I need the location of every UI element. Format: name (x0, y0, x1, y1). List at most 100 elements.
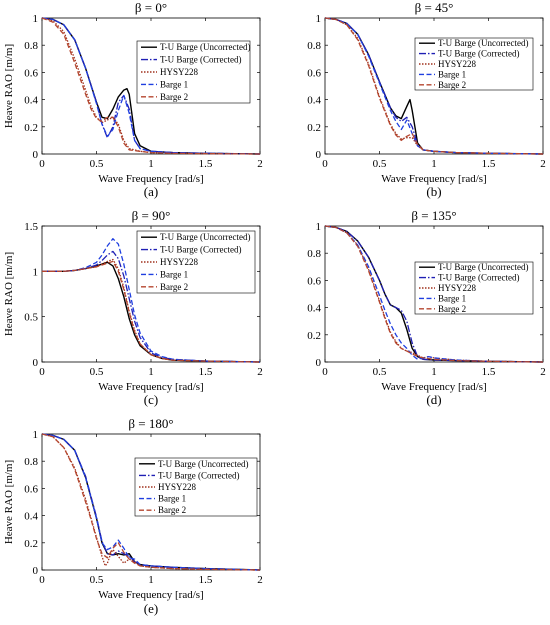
y-tick-label: 0.8 (24, 40, 38, 52)
legend-box (136, 40, 251, 104)
x-axis-label: Wave Frequency [rad/s] (381, 381, 486, 393)
panel-5: β = 180° 0 0.5 1 1.5 2 0 0.2 0.4 0.6 0.8 1 Wave Freq… (3, 416, 263, 616)
y-tick-label: 1 (33, 13, 39, 25)
panel-title: β = 180° (128, 416, 173, 431)
y-tick-label: 0.2 (24, 122, 38, 134)
series-group (324, 17, 544, 155)
panel-letter: (c) (144, 392, 158, 407)
y-axis-label: Heave RAO [m/m] (3, 252, 15, 336)
y-tick-label: 0.4 (307, 95, 321, 107)
series-group (41, 433, 261, 571)
panel-title: β = 90° (132, 208, 171, 223)
x-tick-label: 1.5 (199, 158, 213, 170)
legend: T-U Barge (Uncorrected)T-U Barge (Correc… (414, 261, 534, 315)
legend-label: HYSY228 (438, 59, 477, 69)
panel-title: β = 0° (135, 0, 167, 15)
series-line-5 (42, 260, 261, 363)
legend-label: T-U Barge (Uncorrected) (160, 42, 250, 52)
y-tick-label: 0 (316, 149, 322, 161)
x-axis-label: Wave Frequency [rad/s] (98, 589, 203, 601)
y-tick-label: 0.4 (24, 511, 38, 523)
y-tick-label: 0.5 (24, 312, 38, 324)
series-line-5 (324, 17, 544, 155)
y-tick-label: 1 (33, 266, 39, 278)
legend-label: Barge 2 (438, 304, 466, 314)
legend-label: T-U Barge (Corrected) (160, 245, 241, 255)
x-tick-label: 0 (322, 366, 328, 378)
panel-letter: (b) (426, 184, 441, 199)
y-tick-label: 0.2 (307, 122, 321, 134)
y-axis-label: Heave RAO [m/m] (3, 44, 15, 128)
x-tick-label: 1 (148, 574, 154, 586)
series-line-4 (41, 17, 261, 155)
legend-label: Barge 1 (160, 269, 188, 279)
legend-label: T-U Barge (Corrected) (160, 55, 241, 65)
legend-label: T-U Barge (Corrected) (438, 49, 519, 59)
y-tick-label: 1 (316, 13, 322, 25)
legend-label: T-U Barge (Corrected) (438, 273, 519, 283)
legend-label: Barge 1 (438, 293, 466, 303)
x-tick-label: 1 (431, 366, 437, 378)
series-line-4 (324, 225, 544, 363)
y-tick-label: 0 (33, 565, 39, 577)
series-group (42, 238, 261, 363)
y-tick-label: 0.6 (307, 67, 321, 79)
x-tick-label: 2 (257, 366, 263, 378)
y-tick-label: 0.8 (307, 40, 321, 52)
x-tick-label: 1 (148, 158, 154, 170)
legend-box (134, 457, 258, 517)
legend-label: HYSY228 (160, 67, 199, 77)
x-tick-label: 0.5 (373, 366, 387, 378)
x-tick-label: 2 (257, 574, 263, 586)
legend-label: Barge 1 (158, 494, 186, 504)
y-tick-label: 0.2 (307, 330, 321, 342)
series-line-5 (41, 17, 261, 155)
legend-label: Barge 1 (438, 69, 466, 79)
legend-label: T-U Barge (Uncorrected) (158, 459, 248, 469)
y-tick-label: 0.8 (24, 456, 38, 468)
panel-4: β = 135° 0 0.5 1 1.5 2 0 0.2 0.4 0.6 0.8 1 Wave Freq… (307, 208, 546, 407)
legend: T-U Barge (Uncorrected) T-U Barge (Correc… (136, 40, 251, 104)
legend-label: T-U Barge (Corrected) (158, 470, 239, 480)
panel-2: β = 45° 0 0.5 1 1.5 2 0 0.2 0.4 0.6 0.8 1 Wave Frequ… (307, 0, 546, 199)
panel-1: β = 0° 0 0.5 1 1.5 2 0 0.2 0.4 0.6 0.8 1 Wave Freque… (3, 0, 263, 199)
x-tick-label: 0 (39, 366, 45, 378)
panel-title: β = 45° (415, 0, 454, 15)
series-group (324, 225, 544, 363)
y-tick-label: 0.2 (24, 538, 38, 550)
panel-letter: (a) (144, 184, 158, 199)
legend-label: HYSY228 (158, 482, 197, 492)
y-tick-label: 0 (33, 357, 39, 369)
x-tick-label: 2 (540, 158, 546, 170)
x-tick-label: 1.5 (199, 366, 213, 378)
y-tick-label: 0.4 (24, 95, 38, 107)
x-tick-label: 0.5 (90, 574, 104, 586)
x-tick-label: 0.5 (90, 366, 104, 378)
x-tick-label: 0.5 (373, 158, 387, 170)
legend: T-U Barge (Uncorrected)T-U Barge (Correc… (136, 230, 256, 294)
y-tick-label: 0 (316, 357, 322, 369)
y-tick-label: 0.6 (24, 483, 38, 495)
x-tick-label: 1.5 (482, 158, 496, 170)
x-tick-label: 1 (148, 366, 154, 378)
series-group (41, 17, 261, 155)
y-tick-label: 0 (33, 149, 39, 161)
y-axis-label: Heave RAO [m/m] (3, 460, 15, 544)
legend-label: HYSY228 (160, 257, 199, 267)
y-tick-label: 1.5 (24, 221, 38, 233)
y-tick-label: 1 (316, 221, 322, 233)
x-tick-label: 1.5 (482, 366, 496, 378)
x-axis-label: Wave Frequency [rad/s] (381, 173, 486, 185)
x-tick-label: 1 (431, 158, 437, 170)
panel-title: β = 135° (411, 208, 456, 223)
legend-label: Barge 2 (160, 92, 188, 102)
y-tick-label: 1 (33, 429, 39, 441)
legend-label: T-U Barge (Uncorrected) (438, 262, 528, 272)
x-axis-label: Wave Frequency [rad/s] (98, 381, 203, 393)
series-line-3 (324, 17, 544, 155)
x-tick-label: 1.5 (199, 574, 213, 586)
legend-label: Barge 1 (160, 79, 188, 89)
legend: T-U Barge (Uncorrected)T-U Barge (Correc… (134, 457, 258, 517)
y-tick-label: 0.8 (307, 248, 321, 260)
series-line-3 (41, 17, 261, 155)
